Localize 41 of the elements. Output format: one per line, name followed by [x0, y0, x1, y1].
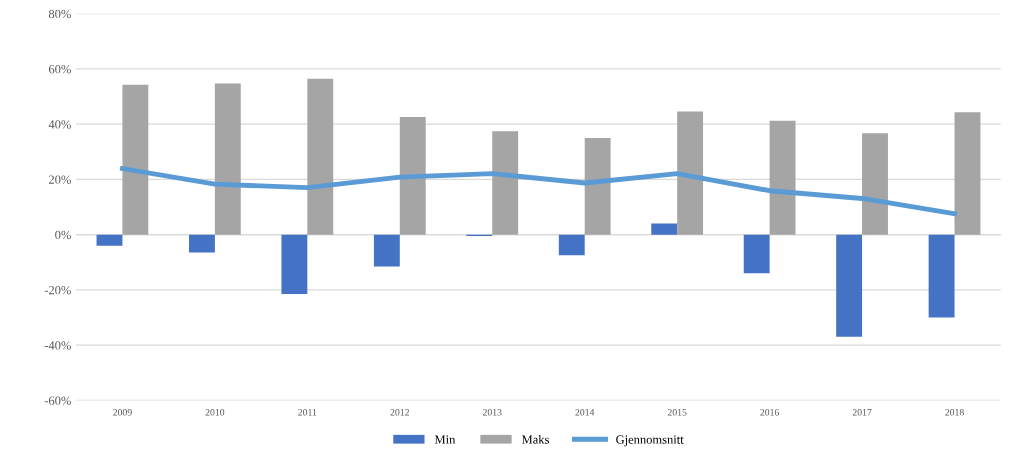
y-tick-label: 40%: [48, 120, 71, 129]
bar: [373, 234, 400, 267]
bar: [307, 78, 334, 235]
x-tick-label: 2016: [760, 409, 780, 416]
legend-label: Min: [434, 435, 456, 444]
bar: [954, 112, 981, 235]
bar: [862, 133, 888, 235]
bar: [399, 116, 426, 235]
bar: [492, 131, 519, 235]
x-tick-label: 2017: [852, 409, 872, 416]
x-tick-label: 2014: [575, 409, 595, 416]
bar: [558, 234, 585, 256]
y-tick-label: 0%: [55, 230, 71, 240]
y-tick-label: 20%: [48, 175, 71, 184]
bar: [651, 223, 678, 235]
bar: [836, 234, 863, 337]
bar: [769, 120, 796, 235]
legend-label: Maks: [521, 434, 549, 444]
y-tick-label: 80%: [48, 9, 71, 19]
bar: [214, 83, 241, 235]
bar: [96, 234, 123, 246]
x-tick-label: 2010: [205, 409, 225, 416]
x-tick-label: 2012: [390, 409, 409, 416]
x-tick-label: 2009: [113, 409, 132, 416]
bar: [743, 234, 770, 274]
y-tick-label: -20%: [44, 285, 71, 295]
y-tick-label: -40%: [44, 341, 71, 350]
x-tick-label: 2013: [482, 409, 502, 416]
x-tick-label: 2015: [667, 409, 687, 416]
bar: [677, 111, 704, 235]
x-tick-label: 2011: [298, 409, 317, 416]
bar: [928, 234, 955, 318]
legend-label: Gjennomsnitt: [616, 435, 684, 447]
line-series: [120, 166, 957, 217]
x-tick-label: 2018: [945, 409, 964, 416]
bar: [122, 84, 149, 235]
bar: [281, 234, 308, 295]
bar: [584, 137, 611, 235]
y-tick-label: -60%: [44, 396, 71, 405]
bar: [189, 234, 215, 253]
y-tick-label: 60%: [48, 64, 71, 74]
